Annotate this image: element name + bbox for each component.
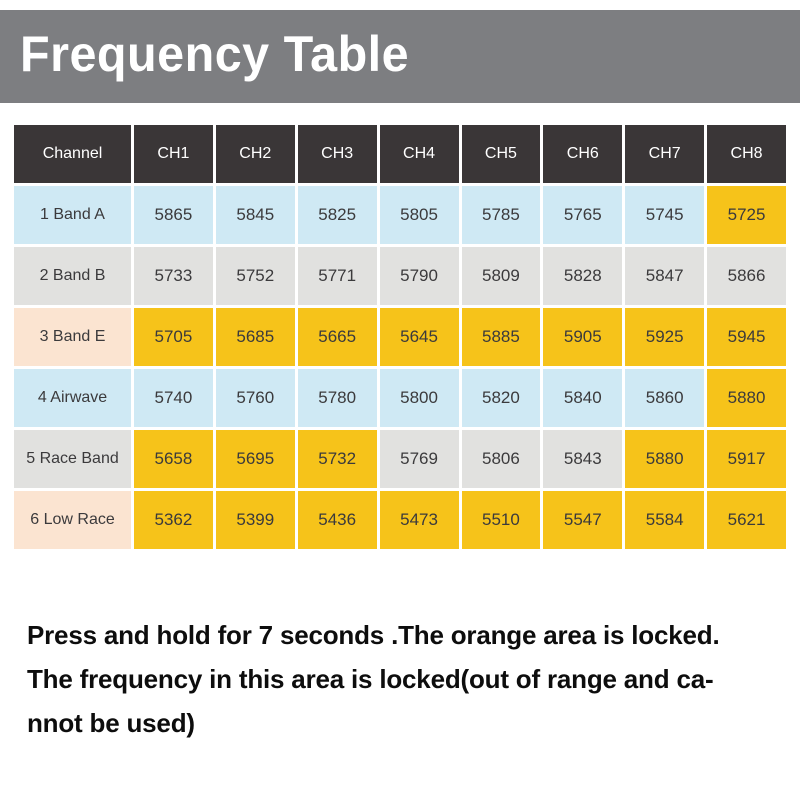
frequency-cell-locked: 5473 (379, 491, 459, 549)
frequency-cell: 5805 (379, 186, 459, 244)
frequency-cell-locked: 5510 (461, 491, 541, 549)
frequency-cell: 5806 (461, 430, 541, 488)
row-label: 5 Race Band (14, 430, 131, 488)
frequency-cell-locked: 5945 (707, 308, 786, 366)
frequency-cell-locked: 5547 (543, 491, 623, 549)
frequency-cell: 5866 (707, 247, 786, 305)
frequency-cell: 5790 (379, 247, 459, 305)
page: Frequency Table Channel CH1 CH2 CH3 CH4 CH5 CH… (0, 10, 800, 745)
frequency-cell: 5865 (134, 186, 213, 244)
frequency-cell-locked: 5685 (215, 308, 295, 366)
frequency-cell-locked: 5399 (215, 491, 295, 549)
column-header: CH7 (625, 125, 705, 183)
column-header: CH4 (379, 125, 459, 183)
frequency-cell-locked: 5695 (215, 430, 295, 488)
note-text: Press and hold for 7 seconds .The orange… (27, 613, 774, 745)
frequency-cell: 5765 (543, 186, 623, 244)
frequency-cell: 5785 (461, 186, 541, 244)
frequency-cell: 5820 (461, 369, 541, 427)
column-header: CH6 (543, 125, 623, 183)
column-header: CH5 (461, 125, 541, 183)
row-label: 3 Band E (14, 308, 131, 366)
frequency-cell: 5740 (134, 369, 213, 427)
frequency-cell-locked: 5732 (297, 430, 377, 488)
frequency-cell: 5780 (297, 369, 377, 427)
frequency-cell: 5760 (215, 369, 295, 427)
frequency-cell-locked: 5584 (625, 491, 705, 549)
frequency-cell: 5825 (297, 186, 377, 244)
note-line: nnot be used) (27, 708, 195, 738)
frequency-cell-locked: 5665 (297, 308, 377, 366)
column-header: CH2 (215, 125, 295, 183)
frequency-cell-locked: 5658 (134, 430, 213, 488)
frequency-cell-locked: 5362 (134, 491, 213, 549)
frequency-cell: 5752 (215, 247, 295, 305)
row-label: 4 Airwave (14, 369, 131, 427)
frequency-cell: 5800 (379, 369, 459, 427)
frequency-cell-locked: 5880 (707, 369, 786, 427)
frequency-cell-locked: 5645 (379, 308, 459, 366)
frequency-cell-locked: 5705 (134, 308, 213, 366)
frequency-cell: 5771 (297, 247, 377, 305)
note-line: Press and hold for 7 seconds .The orange… (27, 620, 720, 650)
frequency-cell-locked: 5436 (297, 491, 377, 549)
frequency-cell-locked: 5621 (707, 491, 786, 549)
frequency-cell-locked: 5725 (707, 186, 786, 244)
column-header: CH8 (707, 125, 786, 183)
column-header: CH1 (134, 125, 213, 183)
row-label: 2 Band B (14, 247, 131, 305)
frequency-cell: 5809 (461, 247, 541, 305)
frequency-cell: 5847 (625, 247, 705, 305)
row-label: 1 Band A (14, 186, 131, 244)
frequency-cell: 5843 (543, 430, 623, 488)
frequency-cell: 5733 (134, 247, 213, 305)
frequency-cell: 5828 (543, 247, 623, 305)
frequency-cell-locked: 5905 (543, 308, 623, 366)
row-label: 6 Low Race (14, 491, 131, 549)
frequency-cell: 5840 (543, 369, 623, 427)
column-header-channel: Channel (14, 125, 131, 183)
page-title: Frequency Table (20, 25, 410, 82)
frequency-cell-locked: 5880 (625, 430, 705, 488)
frequency-cell: 5745 (625, 186, 705, 244)
column-header: CH3 (297, 125, 377, 183)
frequency-cell-locked: 5925 (625, 308, 705, 366)
frequency-cell-locked: 5917 (707, 430, 786, 488)
frequency-cell: 5845 (215, 186, 295, 244)
note-line: The frequency in this area is locked(out… (27, 664, 714, 694)
frequency-cell-locked: 5885 (461, 308, 541, 366)
page-banner: Frequency Table (0, 10, 800, 103)
frequency-cell: 5769 (379, 430, 459, 488)
frequency-cell: 5860 (625, 369, 705, 427)
